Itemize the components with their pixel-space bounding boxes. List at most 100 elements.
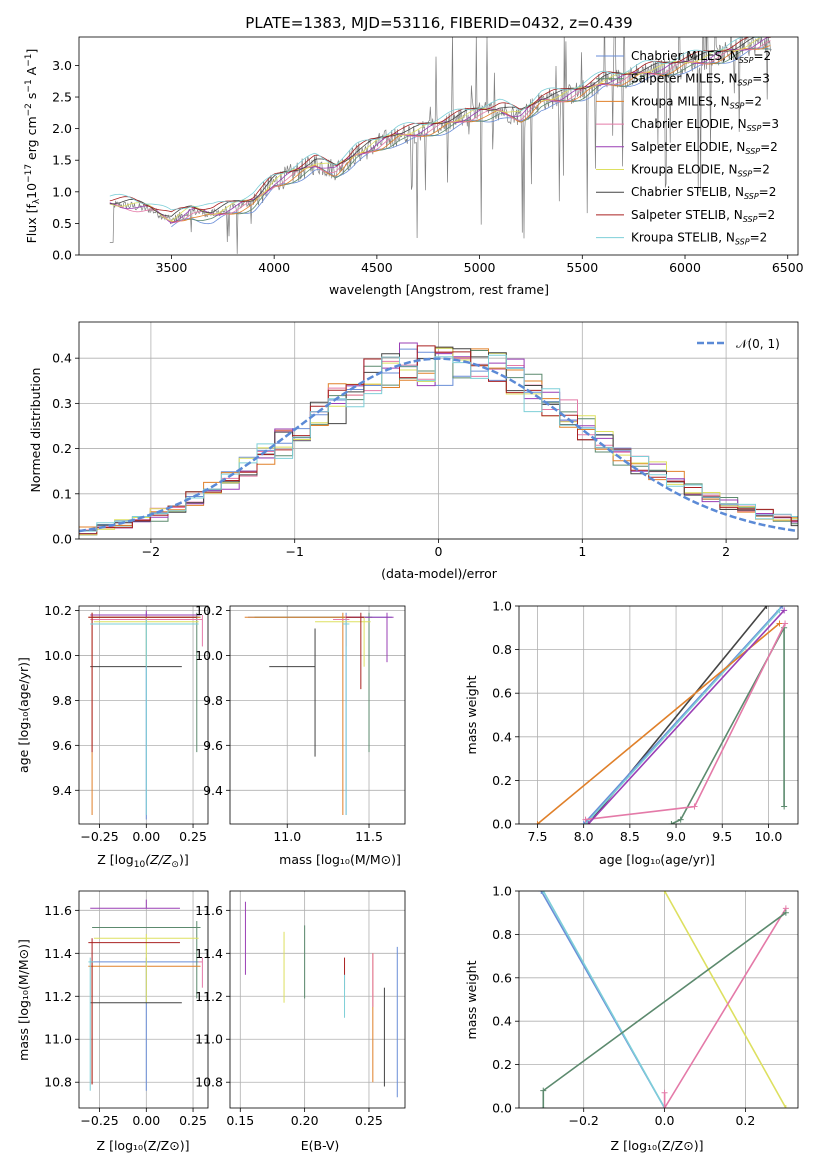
mass-ebv-panel: 0.15 0.20 0.25 10.8 11.0 11.2 11.4 11.6 <box>195 890 406 1128</box>
y-tick-label: 1.0 <box>492 599 512 614</box>
weight-z-marker <box>661 891 668 894</box>
y-tick-label: 10.2 <box>195 603 223 618</box>
mass-z-panel: −0.25 0.00 0.25 10.8 11.0 11.2 11.4 11.6 <box>44 890 209 1128</box>
weight-z-panel: −0.2 0.0 0.2 0.0 0.2 0.4 0.6 0.8 1.0 <box>492 884 799 1128</box>
weight-marker <box>782 620 789 627</box>
y-tick-label: 1.5 <box>52 153 72 168</box>
y-tick-label: 0.6 <box>492 686 512 701</box>
y-tick-label: 10.8 <box>44 1075 72 1090</box>
weight-z-marker <box>661 1089 668 1096</box>
x-tick-label: 0.20 <box>291 1113 319 1128</box>
y-tick-label: 0.0 <box>52 532 72 547</box>
x-tick-label: 11.5 <box>355 829 383 844</box>
y-tick-label: 11.4 <box>44 946 72 961</box>
weight-line <box>536 622 781 824</box>
y-tick-label: 0.0 <box>52 248 72 263</box>
y-tick-label: 0.4 <box>492 729 512 744</box>
residual-histogram <box>79 354 798 532</box>
weight-marker <box>691 803 698 810</box>
y-tick-label: 11.4 <box>195 946 223 961</box>
histogram-lines <box>79 342 798 536</box>
y-tick-label: 1.0 <box>52 184 72 199</box>
legend-label-salpeter-elodie: Salpeter ELODIE, NSSP=2 <box>631 140 778 156</box>
residual-xlabel: (data-model)/error <box>381 566 498 581</box>
legend-label-kroupa-stelib: Kroupa STELIB, NSSP=2 <box>631 231 767 247</box>
x-tick-label: −0.2 <box>569 1113 599 1128</box>
y-tick-label: 10.0 <box>44 648 72 663</box>
weight-line <box>671 627 785 824</box>
axis-frame <box>78 321 799 540</box>
x-tick-label: 9.0 <box>666 829 686 844</box>
residual-panel: −2 −1 0 1 2 0.0 0.1 0.2 0.3 0.4 <box>52 321 799 559</box>
y-tick-label: 0.5 <box>52 216 72 231</box>
model-spectrum-line <box>109 37 771 213</box>
y-tick-label: 0.0 <box>492 817 512 832</box>
legend-label-chabrier-stelib: Chabrier STELIB, NSSP=2 <box>631 185 776 201</box>
axis-frame <box>229 605 406 825</box>
age-mass-panel: 11.0 11.5 9.4 9.6 9.8 10.0 10.2 <box>195 603 406 844</box>
y-tick-label: 9.6 <box>203 738 223 753</box>
x-tick-label: 0.25 <box>179 829 207 844</box>
legend-label-salpeter-stelib: Salpeter STELIB, NSSP=2 <box>631 208 775 224</box>
weight-marker <box>781 607 788 614</box>
age-z-ylabel: age [log₁₀(age/yr)] <box>16 657 31 773</box>
x-tick-label: 0.25 <box>179 1113 207 1128</box>
weight-line <box>584 609 781 824</box>
weight-marker <box>668 821 675 824</box>
y-tick-label: 9.8 <box>203 693 223 708</box>
errorbars <box>244 612 394 816</box>
weight-z-marker <box>782 1105 789 1108</box>
x-tick-label: 4500 <box>361 260 393 275</box>
x-tick-label: 11.0 <box>273 829 301 844</box>
age-z-panel: −0.25 0.00 0.25 9.4 9.6 9.8 10.0 10.2 <box>44 603 209 844</box>
weight-z-lines <box>538 891 789 1108</box>
legend-label-chabrier-elodie: Chabrier ELODIE, NSSP=3 <box>631 117 779 133</box>
x-tick-label: 5000 <box>464 260 496 275</box>
y-tick-label: 10.0 <box>195 648 223 663</box>
weight-marker <box>779 606 786 609</box>
y-tick-label: 0.8 <box>492 642 512 657</box>
weight-marker <box>776 620 783 627</box>
model-spectrum-line <box>109 37 765 211</box>
x-tick-label: 7.5 <box>528 829 548 844</box>
weight-z-marker <box>538 891 545 894</box>
weight-z-line <box>663 907 787 1108</box>
weight-lines <box>534 606 789 824</box>
x-tick-label: −0.25 <box>80 829 118 844</box>
y-tick-label: 10.8 <box>195 1075 223 1090</box>
y-tick-label: 0.4 <box>492 1014 512 1029</box>
x-tick-label: 3500 <box>156 260 188 275</box>
weight-marker <box>781 803 788 810</box>
residual-histogram <box>79 347 798 529</box>
weight-z-ylabel: mass weight <box>464 960 479 1039</box>
weight-line <box>583 606 783 824</box>
y-tick-label: 0.6 <box>492 970 512 985</box>
weight-z-marker <box>540 891 547 894</box>
legend-label-kroupa-miles: Kroupa MILES, NSSP=2 <box>631 94 762 110</box>
spectrum-legend: Chabrier MILES, NSSP=2 Salpeter MILES, NS… <box>596 49 779 247</box>
legend-label-salpeter-miles: Salpeter MILES, NSSP=3 <box>631 72 770 88</box>
errorbars <box>244 901 398 1098</box>
weight-marker <box>677 816 684 823</box>
x-tick-label: 0.15 <box>226 1113 254 1128</box>
y-tick-label: 9.4 <box>52 783 72 798</box>
x-tick-label: 0 <box>435 544 443 559</box>
x-tick-label: 10.0 <box>755 829 783 844</box>
spectrum-ylabel: Flux [fλ10−17 erg cm−2 s−1 A−1] <box>24 49 42 244</box>
weight-marker <box>580 821 587 824</box>
y-tick-label: 9.4 <box>203 783 223 798</box>
axis-frame <box>518 890 799 1109</box>
y-tick-label: 11.2 <box>44 989 72 1004</box>
x-tick-label: 2 <box>722 544 730 559</box>
x-tick-label: 9.5 <box>712 829 732 844</box>
weight-z-xlabel: Z [log₁₀(Z/Z⊙)] <box>611 1138 704 1153</box>
x-tick-label: 8.5 <box>620 829 640 844</box>
y-tick-label: 2.5 <box>52 90 72 105</box>
x-tick-label: 0.00 <box>132 1113 160 1128</box>
errorbars <box>88 610 203 820</box>
weight-z-marker <box>661 1105 668 1108</box>
x-tick-label: 5500 <box>566 260 598 275</box>
x-tick-label: 8.0 <box>574 829 594 844</box>
y-tick-label: 0.2 <box>492 1057 512 1072</box>
